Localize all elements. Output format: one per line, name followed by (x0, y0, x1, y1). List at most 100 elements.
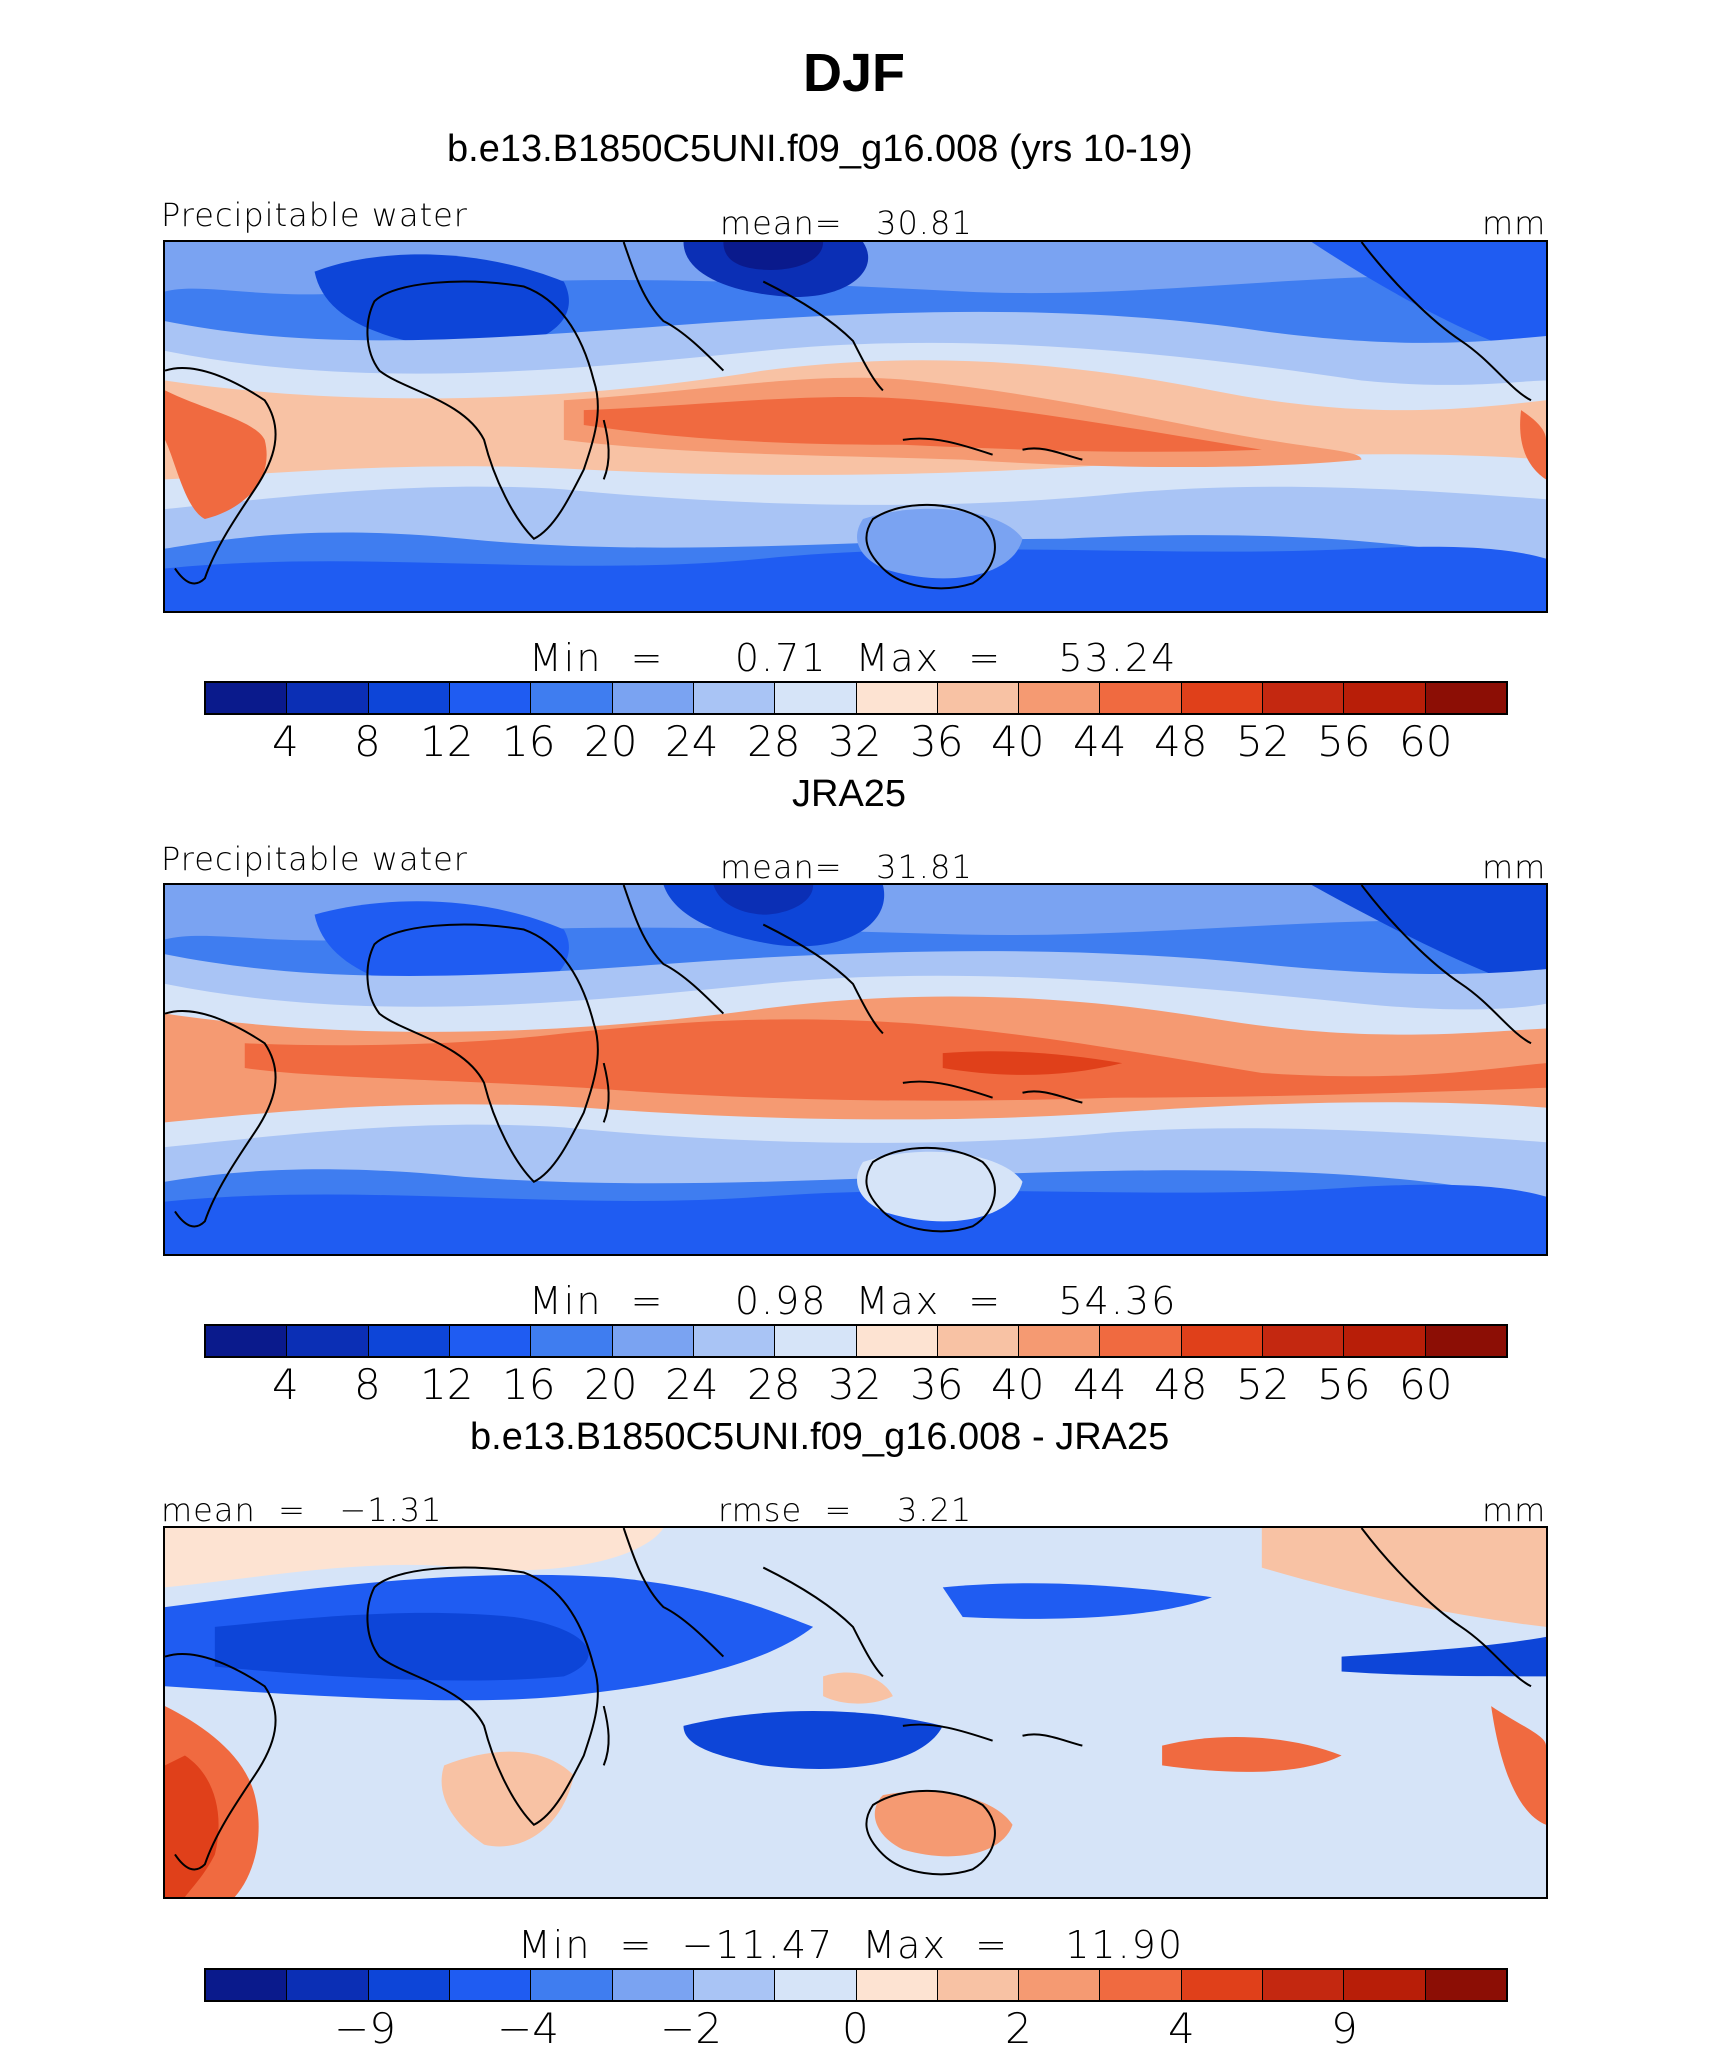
colorbar-cell (206, 1326, 288, 1356)
panel2-variable-label: Precipitable water (161, 840, 468, 878)
panel1-colorbar (204, 681, 1508, 715)
colorbar-tick: 36 (910, 717, 964, 766)
page-title: DJF (803, 43, 906, 103)
colorbar-cell (1181, 1326, 1264, 1356)
colorbar-cell (937, 683, 1020, 713)
colorbar-tick: 2 (1005, 2004, 1032, 2053)
colorbar-cell (1425, 1326, 1506, 1356)
colorbar-tick: −9 (334, 2004, 396, 2053)
colorbar-cell (856, 1970, 938, 2000)
colorbar-tick: 44 (1073, 717, 1127, 766)
colorbar-cell (937, 1970, 1020, 2000)
colorbar-cell (1344, 1970, 1426, 2000)
colorbar-tick: 4 (272, 1360, 299, 1409)
colorbar-cell (1344, 1326, 1426, 1356)
colorbar-tick: 60 (1399, 1360, 1453, 1409)
panel1-map (163, 240, 1548, 613)
panel2-colorbar (204, 1324, 1508, 1358)
colorbar-cell (1100, 683, 1182, 713)
colorbar-tick: 56 (1317, 1360, 1371, 1409)
colorbar-cell (449, 1970, 532, 2000)
colorbar-cell (1425, 683, 1506, 713)
colorbar-cell (368, 1970, 450, 2000)
colorbar-tick: 0 (842, 2004, 869, 2053)
colorbar-tick: 16 (502, 717, 556, 766)
colorbar-cell (937, 1326, 1020, 1356)
colorbar-cell (693, 1326, 776, 1356)
panel3-units: mm (1482, 1491, 1547, 1529)
panel2-subtitle: JRA25 (792, 773, 907, 815)
colorbar-tick: 32 (828, 1360, 882, 1409)
panel3-minmax: Min = −11.47 Max = 11.90 (518, 1923, 1185, 1967)
colorbar-tick: 32 (828, 717, 882, 766)
panel3-rmse-label: rmse = 3.21 (718, 1491, 973, 1529)
panel1-mean-label: mean= 30.81 (720, 204, 973, 242)
colorbar-tick: 40 (991, 1360, 1045, 1409)
colorbar-cell (1344, 683, 1426, 713)
panel3-mean-label: mean = −1.31 (161, 1491, 443, 1529)
colorbar-cell (1019, 1970, 1101, 2000)
colorbar-tick: 24 (665, 717, 719, 766)
colorbar-tick: 48 (1154, 1360, 1208, 1409)
colorbar-tick: 36 (910, 1360, 964, 1409)
colorbar-tick: 12 (420, 717, 474, 766)
colorbar-tick: 8 (354, 1360, 381, 1409)
colorbar-cell (1181, 683, 1264, 713)
panel1-minmax: Min = 0.71 Max = 53.24 (529, 636, 1178, 680)
colorbar-tick: 8 (354, 717, 381, 766)
panel1-units: mm (1482, 204, 1547, 242)
colorbar-cell (1019, 1326, 1101, 1356)
colorbar-tick: 4 (272, 717, 299, 766)
colorbar-tick: 28 (747, 717, 801, 766)
panel1-variable-label: Precipitable water (161, 196, 468, 234)
colorbar-tick: 52 (1236, 1360, 1290, 1409)
colorbar-tick: 9 (1331, 2004, 1358, 2053)
colorbar-tick: 52 (1236, 717, 1290, 766)
colorbar-cell (287, 1326, 369, 1356)
colorbar-cell (775, 683, 857, 713)
colorbar-cell (531, 1970, 613, 2000)
colorbar-tick: 44 (1073, 1360, 1127, 1409)
colorbar-cell (856, 1326, 938, 1356)
colorbar-cell (1263, 1970, 1345, 2000)
colorbar-cell (206, 1970, 288, 2000)
colorbar-cell (206, 683, 288, 713)
panel2-mean-label: mean= 31.81 (720, 848, 973, 886)
colorbar-cell (1019, 683, 1101, 713)
colorbar-tick: 60 (1399, 717, 1453, 766)
colorbar-tick: 16 (502, 1360, 556, 1409)
colorbar-cell (1263, 683, 1345, 713)
colorbar-tick: 20 (584, 717, 638, 766)
colorbar-cell (1181, 1970, 1264, 2000)
colorbar-cell (368, 683, 450, 713)
colorbar-tick: −2 (660, 2004, 722, 2053)
colorbar-cell (693, 683, 776, 713)
colorbar-cell (449, 683, 532, 713)
panel1-subtitle: b.e13.B1850C5UNI.f09_g16.008 (yrs 10-19) (447, 128, 1193, 170)
colorbar-cell (612, 683, 694, 713)
panel2-units: mm (1482, 848, 1547, 886)
colorbar-tick: 48 (1154, 717, 1208, 766)
colorbar-cell (368, 1326, 450, 1356)
colorbar-cell (287, 683, 369, 713)
colorbar-cell (612, 1970, 694, 2000)
colorbar-cell (1100, 1326, 1182, 1356)
panel3-colorbar (204, 1968, 1508, 2002)
colorbar-cell (693, 1970, 776, 2000)
panel2-minmax: Min = 0.98 Max = 54.36 (529, 1279, 1178, 1323)
colorbar-cell (449, 1326, 532, 1356)
colorbar-cell (1100, 1970, 1182, 2000)
colorbar-cell (1263, 1326, 1345, 1356)
colorbar-tick: 56 (1317, 717, 1371, 766)
colorbar-tick: −4 (497, 2004, 559, 2053)
panel3-subtitle: b.e13.B1850C5UNI.f09_g16.008 - JRA25 (470, 1416, 1170, 1458)
colorbar-cell (1425, 1970, 1506, 2000)
colorbar-tick: 20 (584, 1360, 638, 1409)
colorbar-tick: 24 (665, 1360, 719, 1409)
panel3-map (163, 1526, 1548, 1899)
colorbar-cell (531, 683, 613, 713)
colorbar-tick: 40 (991, 717, 1045, 766)
colorbar-cell (531, 1326, 613, 1356)
colorbar-tick: 12 (420, 1360, 474, 1409)
colorbar-cell (775, 1970, 857, 2000)
